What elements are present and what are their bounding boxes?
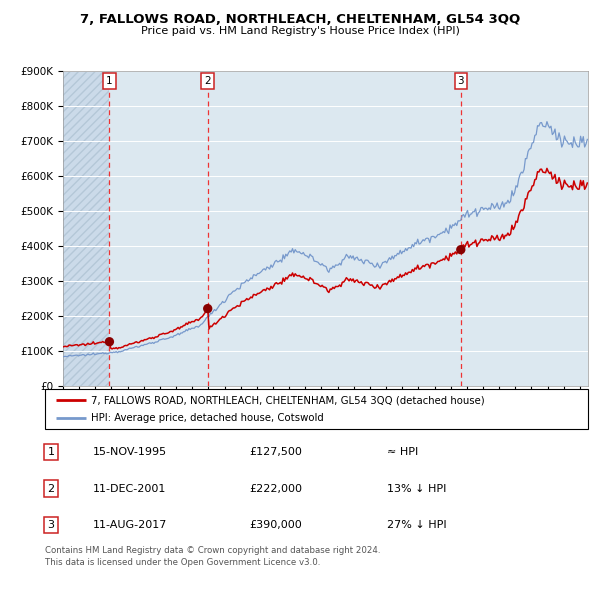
Text: £390,000: £390,000 bbox=[249, 520, 302, 530]
Text: ≈ HPI: ≈ HPI bbox=[387, 447, 418, 457]
Text: 11-AUG-2017: 11-AUG-2017 bbox=[93, 520, 167, 530]
Text: 1: 1 bbox=[106, 76, 113, 86]
FancyBboxPatch shape bbox=[45, 389, 588, 429]
Text: 13% ↓ HPI: 13% ↓ HPI bbox=[387, 484, 446, 493]
Point bbox=[456, 245, 466, 254]
Point bbox=[203, 304, 212, 313]
Text: 2: 2 bbox=[47, 484, 55, 493]
Text: 3: 3 bbox=[47, 520, 55, 530]
Text: 11-DEC-2001: 11-DEC-2001 bbox=[93, 484, 166, 493]
Text: 2: 2 bbox=[205, 76, 211, 86]
Text: 15-NOV-1995: 15-NOV-1995 bbox=[93, 447, 167, 457]
Text: £222,000: £222,000 bbox=[249, 484, 302, 493]
Text: £127,500: £127,500 bbox=[249, 447, 302, 457]
Text: 27% ↓ HPI: 27% ↓ HPI bbox=[387, 520, 446, 530]
Text: HPI: Average price, detached house, Cotswold: HPI: Average price, detached house, Cots… bbox=[91, 414, 324, 424]
Text: 1: 1 bbox=[47, 447, 55, 457]
Point bbox=[104, 337, 114, 346]
Text: Contains HM Land Registry data © Crown copyright and database right 2024.
This d: Contains HM Land Registry data © Crown c… bbox=[45, 546, 380, 567]
Text: 3: 3 bbox=[457, 76, 464, 86]
Text: 7, FALLOWS ROAD, NORTHLEACH, CHELTENHAM, GL54 3QQ (detached house): 7, FALLOWS ROAD, NORTHLEACH, CHELTENHAM,… bbox=[91, 395, 485, 405]
Text: 7, FALLOWS ROAD, NORTHLEACH, CHELTENHAM, GL54 3QQ: 7, FALLOWS ROAD, NORTHLEACH, CHELTENHAM,… bbox=[80, 13, 520, 26]
Polygon shape bbox=[63, 71, 109, 386]
Text: Price paid vs. HM Land Registry's House Price Index (HPI): Price paid vs. HM Land Registry's House … bbox=[140, 26, 460, 36]
